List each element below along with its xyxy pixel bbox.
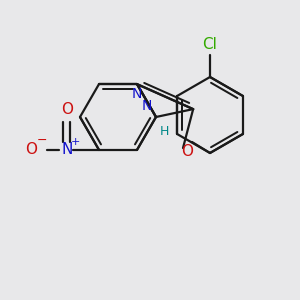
Text: O: O <box>181 145 193 160</box>
Text: −: − <box>37 134 47 147</box>
Text: N: N <box>61 142 73 158</box>
Text: H: H <box>160 125 169 138</box>
Text: O: O <box>61 102 73 117</box>
Text: N: N <box>142 99 152 113</box>
Text: N: N <box>132 87 142 101</box>
Text: O: O <box>25 142 37 158</box>
Text: +: + <box>70 137 80 147</box>
Text: Cl: Cl <box>202 37 217 52</box>
